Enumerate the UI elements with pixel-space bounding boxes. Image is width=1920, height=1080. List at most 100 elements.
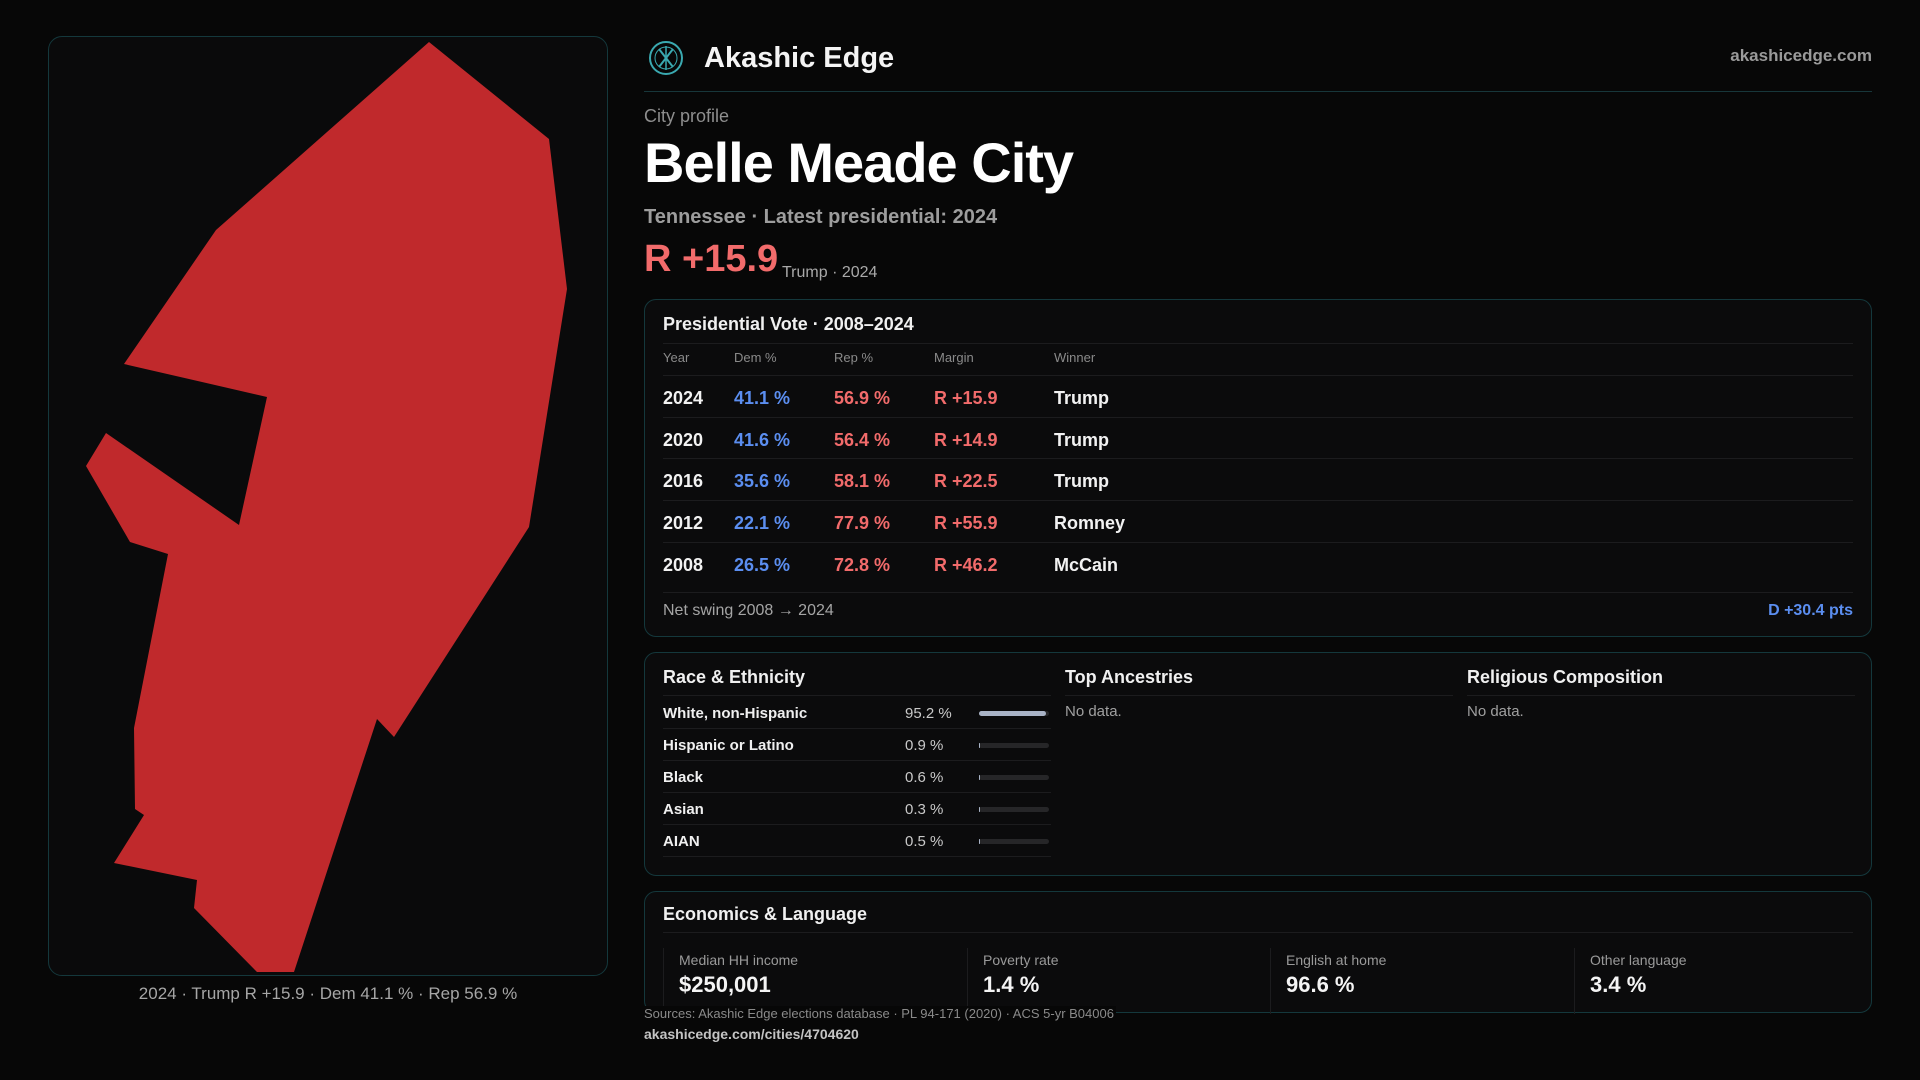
ancestries-section: Top Ancestries No data. — [1065, 653, 1453, 877]
akashic-edge-logo-icon — [649, 41, 683, 75]
race-ethnicity-title: Race & Ethnicity — [663, 667, 806, 687]
race-name: Black — [663, 769, 704, 786]
economics-title: Economics & Language — [663, 904, 868, 924]
religion-section: Religious Composition No data. — [1467, 653, 1855, 877]
demographics-card: Race & Ethnicity White, non-Hispanic 95.… — [644, 652, 1872, 876]
stat-value: 1.4 % — [983, 972, 1040, 997]
race-ethnicity-section: Race & Ethnicity White, non-Hispanic 95.… — [663, 653, 1051, 877]
stat-label: Median HH income — [679, 952, 799, 968]
list-item: Asian 0.3 % — [663, 793, 1051, 825]
presidential-vote-card: Presidential Vote · 2008–2024 Year Dem %… — [644, 299, 1872, 637]
cell-winner: Trump — [1054, 471, 1110, 491]
header-dem: Dem % — [734, 350, 777, 365]
economics-card: Economics & Language Median HH income $2… — [644, 891, 1872, 1014]
cell-winner: Romney — [1054, 513, 1126, 533]
cell-winner: McCain — [1054, 555, 1119, 575]
race-bar-fill — [979, 839, 981, 844]
race-bar-track — [979, 839, 1049, 844]
cell-year: 2012 — [663, 513, 704, 533]
stat-label: Poverty rate — [983, 952, 1059, 968]
page-url[interactable]: akashicedge.com/cities/4704620 — [644, 1026, 859, 1042]
site-link[interactable]: akashicedge.com — [1730, 46, 1872, 65]
stat-english-at-home: English at home 96.6 % — [1270, 948, 1560, 1014]
cell-margin: R +15.9 — [934, 388, 998, 408]
cell-year: 2016 — [663, 471, 704, 491]
list-item: Hispanic or Latino 0.9 % — [663, 729, 1051, 761]
cell-rep: 72.8 % — [834, 555, 891, 575]
list-item: AIAN 0.5 % — [663, 825, 1051, 857]
table-row: 2012 22.1 % 77.9 % R +55.9 Romney — [663, 500, 1853, 542]
stat-value: 3.4 % — [1590, 972, 1647, 997]
race-bar-track — [979, 807, 1049, 812]
race-bar-fill — [979, 807, 981, 812]
header: Akashic Edge akashicedge.com — [644, 36, 1872, 92]
page-kicker: City profile — [644, 106, 730, 126]
list-item: White, non-Hispanic 95.2 % — [663, 697, 1051, 729]
stat-other-language: Other language 3.4 % — [1574, 948, 1864, 1014]
sources-note: Sources: Akashic Edge elections database… — [644, 1006, 1116, 1021]
divider — [1065, 695, 1453, 696]
race-name: Hispanic or Latino — [663, 737, 794, 754]
stat-label: English at home — [1286, 952, 1387, 968]
divider — [663, 695, 1051, 696]
religion-empty: No data. — [1467, 703, 1524, 720]
cell-rep: 56.9 % — [834, 388, 891, 408]
city-boundary-svg — [86, 42, 567, 972]
cell-rep: 58.1 % — [834, 471, 891, 491]
cell-year: 2024 — [663, 388, 704, 408]
header-winner: Winner — [1054, 350, 1096, 365]
table-row: 2008 26.5 % 72.8 % R +46.2 McCain — [663, 542, 1853, 584]
race-percent: 0.3 % — [905, 801, 944, 818]
cell-year: 2008 — [663, 555, 704, 575]
presidential-vote-title: Presidential Vote · 2008–2024 — [663, 314, 914, 334]
cell-rep: 77.9 % — [834, 513, 891, 533]
race-bar-track — [979, 743, 1049, 748]
race-name: White, non-Hispanic — [663, 705, 808, 722]
brand-name: Akashic Edge — [704, 42, 895, 74]
cell-rep: 56.4 % — [834, 430, 891, 450]
list-item: Black 0.6 % — [663, 761, 1051, 793]
race-name: Asian — [663, 801, 704, 818]
race-percent: 0.5 % — [905, 833, 944, 850]
divider — [663, 932, 1853, 933]
stat-value: $250,001 — [679, 972, 771, 997]
latest-margin-note: Trump · 2024 — [782, 264, 878, 281]
cell-winner: Trump — [1054, 430, 1110, 450]
cell-margin: R +22.5 — [934, 471, 998, 491]
cell-year: 2020 — [663, 430, 704, 450]
divider — [663, 343, 1853, 344]
divider — [663, 592, 1853, 593]
cell-dem: 35.6 % — [734, 471, 791, 491]
race-bar-track — [979, 711, 1049, 716]
race-bar-track — [979, 775, 1049, 780]
race-percent: 0.6 % — [905, 769, 944, 786]
cell-dem: 41.6 % — [734, 430, 791, 450]
stat-label: Other language — [1590, 952, 1687, 968]
cell-dem: 41.1 % — [734, 388, 791, 408]
city-boundary-map — [48, 36, 608, 976]
ancestries-empty: No data. — [1065, 703, 1122, 720]
table-row: 2016 35.6 % 58.1 % R +22.5 Trump — [663, 458, 1853, 500]
cell-dem: 22.1 % — [734, 513, 791, 533]
table-row: 2020 41.6 % 56.4 % R +14.9 Trump — [663, 417, 1853, 459]
header-margin: Margin — [934, 350, 974, 365]
cell-dem: 26.5 % — [734, 555, 791, 575]
stat-value: 96.6 % — [1286, 972, 1355, 997]
header-year: Year — [663, 350, 690, 365]
page-title: Belle Meade City — [644, 131, 1074, 194]
net-swing-label: Net swing 2008 → 2024 — [663, 602, 834, 619]
race-percent: 0.9 % — [905, 737, 944, 754]
stat-poverty-rate: Poverty rate 1.4 % — [967, 948, 1257, 1014]
map-caption: 2024 · Trump R +15.9 · Dem 41.1 % · Rep … — [138, 984, 518, 1003]
race-bar-fill — [979, 775, 981, 780]
cell-margin: R +55.9 — [934, 513, 998, 533]
header-rep: Rep % — [834, 350, 874, 365]
cell-winner: Trump — [1054, 388, 1110, 408]
net-swing-value: D +30.4 pts — [1768, 602, 1853, 619]
race-name: AIAN — [663, 833, 700, 850]
race-bar-fill — [979, 711, 1046, 716]
cell-margin: R +46.2 — [934, 555, 998, 575]
race-percent: 95.2 % — [905, 705, 952, 722]
religion-title: Religious Composition — [1467, 667, 1663, 687]
page-subtitle: Tennessee · Latest presidential: 2024 — [644, 206, 998, 228]
